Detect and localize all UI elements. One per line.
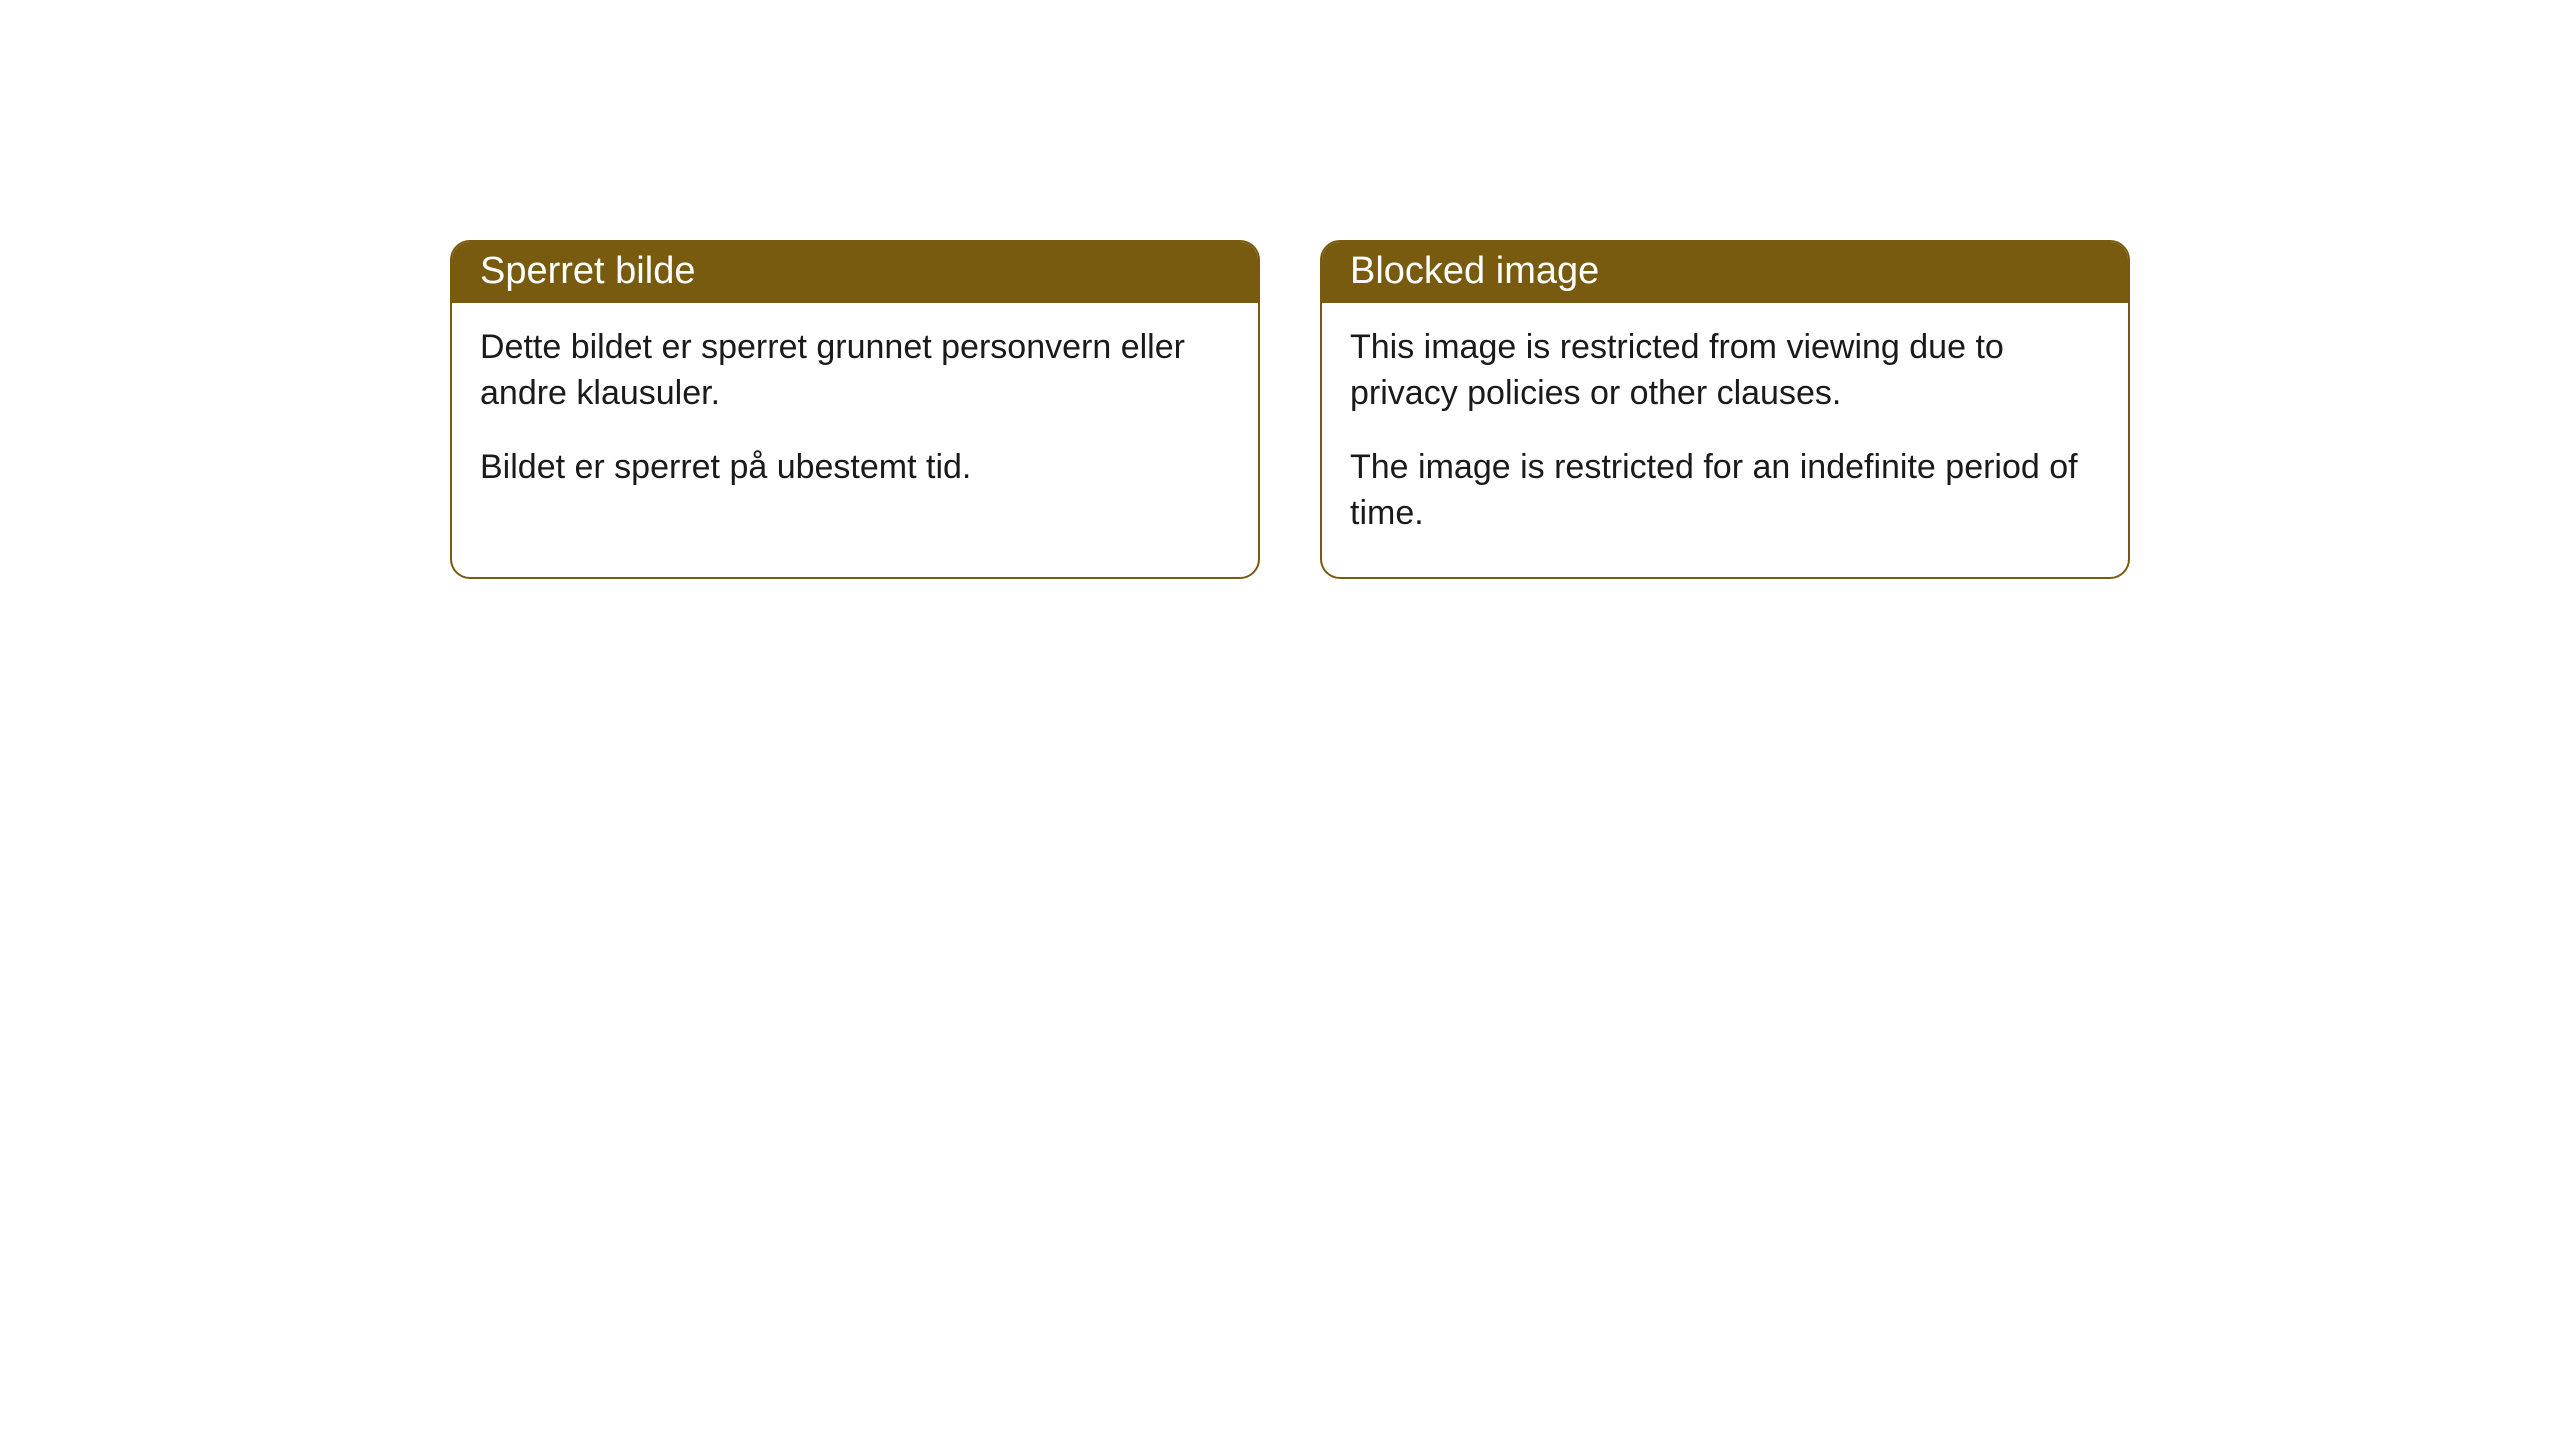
card-header: Sperret bilde (452, 242, 1258, 303)
card-body: Dette bildet er sperret grunnet personve… (452, 303, 1258, 531)
card-paragraph: The image is restricted for an indefinit… (1350, 445, 2100, 537)
cards-container: Sperret bilde Dette bildet er sperret gr… (450, 240, 2130, 579)
card-norwegian: Sperret bilde Dette bildet er sperret gr… (450, 240, 1260, 579)
card-paragraph: Dette bildet er sperret grunnet personve… (480, 325, 1230, 417)
card-paragraph: Bildet er sperret på ubestemt tid. (480, 445, 1230, 491)
card-body: This image is restricted from viewing du… (1322, 303, 2128, 577)
card-title: Sperret bilde (480, 250, 695, 292)
card-title: Blocked image (1350, 250, 1599, 292)
card-english: Blocked image This image is restricted f… (1320, 240, 2130, 579)
card-header: Blocked image (1322, 242, 2128, 303)
card-paragraph: This image is restricted from viewing du… (1350, 325, 2100, 417)
